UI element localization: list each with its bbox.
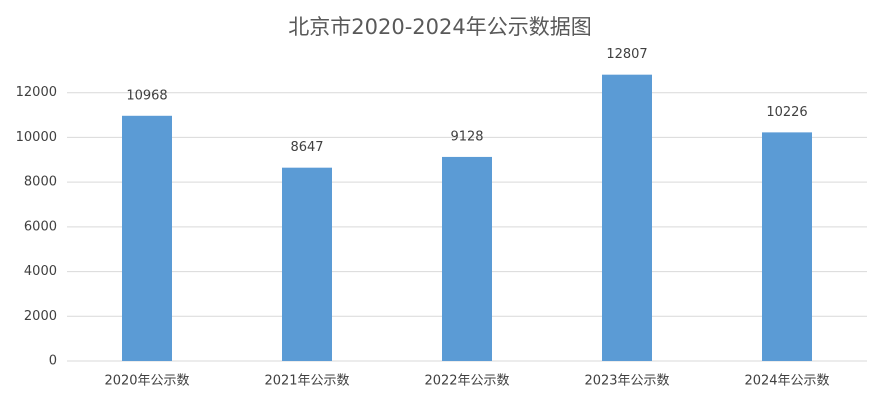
data-label: 12807 bbox=[606, 47, 647, 62]
x-tick-label: 2023年公示数 bbox=[584, 374, 669, 389]
y-tick-label: 4000 bbox=[24, 264, 57, 279]
x-tick-label: 2022年公示数 bbox=[424, 374, 509, 389]
x-tick-label: 2020年公示数 bbox=[104, 374, 189, 389]
y-tick-label: 12000 bbox=[16, 85, 57, 100]
y-tick-label: 0 bbox=[49, 354, 57, 369]
bar bbox=[122, 115, 172, 361]
chart-title: 北京市2020-2024年公示数据图 bbox=[288, 15, 591, 39]
x-tick-label: 2024年公示数 bbox=[744, 374, 829, 389]
data-label: 8647 bbox=[290, 140, 323, 155]
y-tick-label: 8000 bbox=[24, 175, 57, 190]
y-tick-label: 6000 bbox=[24, 219, 57, 234]
data-label: 10226 bbox=[766, 105, 807, 120]
x-tick-label: 2021年公示数 bbox=[264, 374, 349, 389]
data-label: 10968 bbox=[126, 88, 167, 103]
data-label: 9128 bbox=[450, 129, 483, 144]
y-tick-label: 10000 bbox=[16, 130, 57, 145]
bar bbox=[602, 74, 652, 362]
bar bbox=[282, 167, 332, 361]
bar bbox=[442, 156, 492, 361]
y-tick-label: 2000 bbox=[24, 309, 57, 324]
bar bbox=[762, 132, 812, 361]
